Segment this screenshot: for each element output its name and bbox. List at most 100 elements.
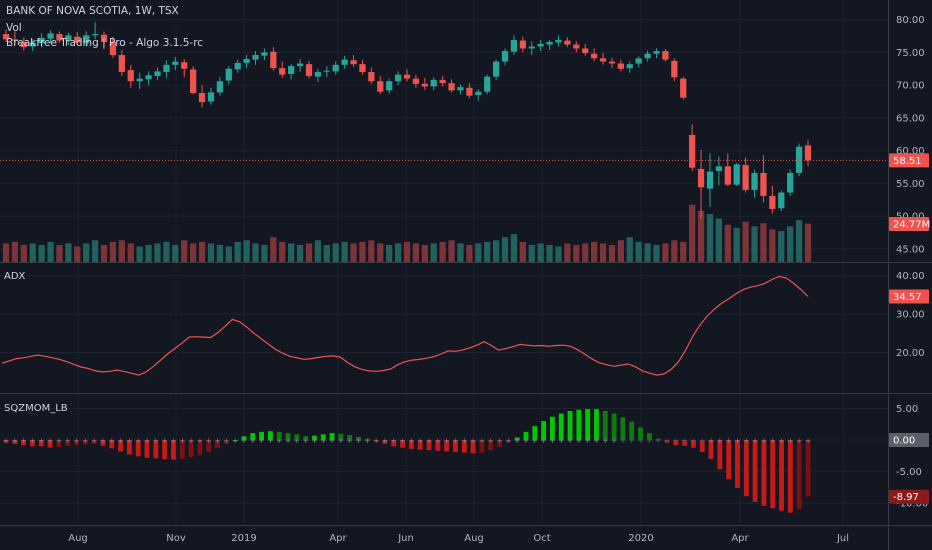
- volume-bar: [207, 243, 215, 262]
- sqz-dot: +: [267, 437, 273, 445]
- sqz-bar: [549, 416, 555, 441]
- volume-bar: [804, 223, 812, 262]
- adx-pane-label[interactable]: ADX: [4, 271, 26, 282]
- sqz-bar: [364, 438, 370, 441]
- volume-bar: [653, 244, 660, 262]
- sqz-dot: +: [162, 437, 168, 445]
- candle-body: [421, 83, 428, 87]
- sqz-dot: +: [223, 437, 229, 445]
- candle-body: [697, 168, 705, 188]
- x-tick-label: Aug: [464, 533, 484, 544]
- volume-bar: [582, 243, 589, 262]
- candle-body: [564, 40, 571, 45]
- x-tick-label: Jun: [397, 533, 414, 544]
- volume-bar: [136, 246, 143, 262]
- sqz-dot: +: [65, 437, 71, 445]
- sqz-dot: +: [303, 437, 309, 445]
- sqz-dot: +: [382, 437, 388, 445]
- sqz-dot: +: [329, 437, 335, 445]
- volume-bars: [2, 204, 812, 262]
- candle-body: [38, 37, 45, 44]
- sqz-bar: [664, 440, 670, 443]
- sqz-dot: +: [109, 437, 115, 445]
- sqz-dot: +: [488, 437, 494, 445]
- volume-legend[interactable]: Vol: [6, 22, 22, 34]
- candle-body: [599, 58, 607, 62]
- sqz-bar: [770, 440, 776, 509]
- adx-tick-label: 40.00: [896, 271, 925, 282]
- candle-body: [394, 74, 402, 82]
- volume-bar: [288, 243, 295, 262]
- volume-bar: [29, 243, 36, 262]
- sqz-bar: [47, 440, 53, 448]
- candle-body: [644, 53, 651, 59]
- volume-bar: [198, 241, 206, 262]
- indicator-legend[interactable]: Breakfree Trading | Pro - Algo 3.1.5-rc: [6, 37, 204, 49]
- x-tick-label: 2019: [231, 533, 256, 544]
- volume-bar: [697, 210, 705, 262]
- sqz-dot: +: [47, 437, 53, 445]
- sqz-bar: [109, 440, 115, 449]
- sqz-dot: +: [408, 437, 414, 445]
- volume-bar: [190, 243, 197, 262]
- sqz-bar: [426, 440, 432, 451]
- candle-body: [492, 61, 500, 77]
- time-axis[interactable]: Aug Nov 2019 Apr Jun Aug Oct 2020 Apr Jul: [68, 533, 849, 544]
- volume-bar: [163, 241, 170, 262]
- candle-body: [252, 55, 259, 60]
- candle-body: [368, 72, 375, 82]
- candle-body: [127, 70, 134, 82]
- volume-bar: [484, 241, 491, 262]
- volume-bar: [528, 244, 535, 262]
- candle-body: [608, 61, 616, 64]
- sqz-dot: +: [735, 437, 741, 445]
- sqz-bar: [153, 440, 159, 459]
- candle-body: [198, 93, 206, 103]
- sqz-bar: [602, 411, 608, 441]
- sqz-bar: [30, 440, 35, 447]
- candle-body: [2, 34, 10, 40]
- sqz-dot: +: [197, 437, 203, 445]
- candle-body: [457, 87, 464, 91]
- adx-badge: 34.57: [889, 289, 929, 304]
- sqz-dot: +: [752, 437, 758, 445]
- sqz-dot: +: [338, 437, 344, 445]
- sqz-bar: [259, 431, 265, 441]
- volume-bar: [742, 221, 749, 262]
- candle-body: [591, 53, 598, 59]
- adx-badge-text: 34.57: [893, 292, 922, 303]
- candle-body: [216, 81, 223, 93]
- sqz-dot: +: [417, 437, 423, 445]
- candlesticks: [2, 22, 812, 219]
- volume-bar: [252, 243, 259, 262]
- sqz-bar: [708, 440, 714, 459]
- volume-bar: [599, 243, 607, 262]
- sqz-dot: +: [453, 437, 459, 445]
- sqz-dot: +: [673, 437, 679, 445]
- candle-body: [109, 41, 117, 56]
- candle-body: [181, 62, 188, 69]
- candle-body: [653, 51, 660, 54]
- y-tick-label: 60.00: [896, 146, 925, 157]
- sqz-dot: +: [549, 437, 555, 445]
- sqz-bar: [312, 435, 317, 441]
- sqz-dot: +: [320, 437, 326, 445]
- sqz-bar: [576, 409, 582, 441]
- candle-body: [733, 164, 740, 185]
- symbol-title[interactable]: BANK OF NOVA SCOTIA, 1W, TSX: [6, 5, 179, 17]
- y-tick-label: 80.00: [896, 15, 925, 26]
- sqz-dot: +: [30, 437, 36, 445]
- candle-body: [626, 64, 633, 69]
- sqz-dot: +: [356, 437, 362, 445]
- volume-bar: [751, 226, 758, 262]
- volume-bar: [296, 244, 304, 262]
- sqz-dot: +: [470, 437, 476, 445]
- candle-body: [787, 172, 794, 193]
- volume-bar: [430, 243, 437, 262]
- sqz-pane-label[interactable]: SQZMOM_LB: [4, 403, 68, 414]
- candle-body: [778, 192, 785, 209]
- sqz-value-badge-text: -8.97: [893, 492, 919, 503]
- sqz-dot: +: [779, 437, 785, 445]
- sqz-bar: [303, 436, 309, 441]
